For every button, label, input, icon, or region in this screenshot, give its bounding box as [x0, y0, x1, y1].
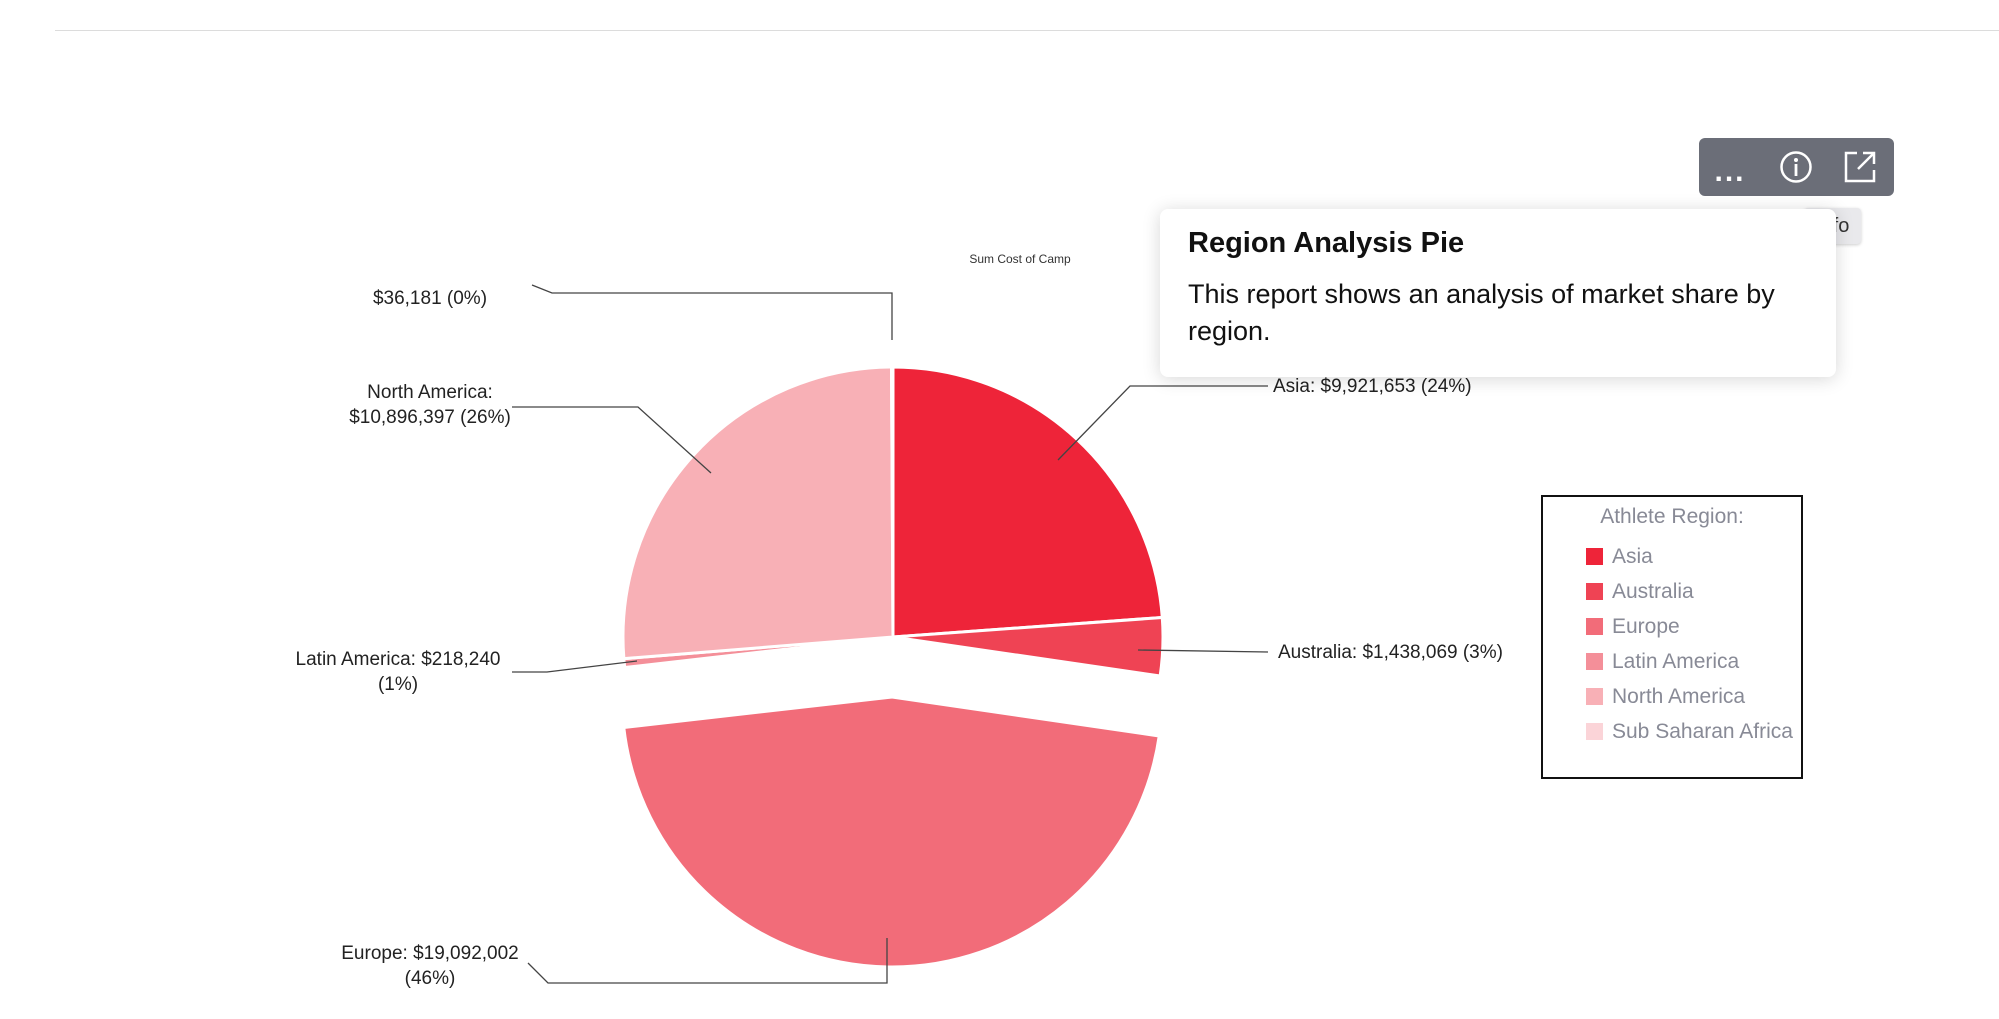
leader-line-australia — [1137, 649, 1269, 653]
info-popover: Region Analysis Pie This report shows an… — [1160, 209, 1836, 377]
info-button[interactable] — [1767, 138, 1825, 196]
more-icon: ... — [1714, 155, 1746, 188]
leader-line-asia — [1057, 385, 1268, 461]
chart-toolbar: ... — [1699, 138, 1894, 196]
legend-item-latin-america[interactable]: Latin America — [1586, 644, 1793, 679]
leader-line-europe — [527, 938, 888, 984]
legend-item-sub-saharan-africa[interactable]: Sub Saharan Africa — [1586, 714, 1793, 749]
open-external-button[interactable] — [1831, 138, 1889, 196]
slice-label-latin-america: Latin America: $218,240 (1%) — [295, 649, 501, 695]
leader-line-sub-saharan-africa — [531, 284, 893, 340]
legend-swatch-sub-saharan-africa — [1586, 723, 1603, 740]
top-divider — [55, 30, 1999, 31]
chart-title: Sum Cost of Camp — [969, 252, 1071, 266]
legend-label: North America — [1612, 684, 1746, 708]
legend-label: Latin America — [1612, 649, 1740, 673]
legend-item-europe[interactable]: Europe — [1586, 609, 1793, 644]
legend-swatch-north-america — [1586, 688, 1603, 705]
pie-slice-north-america[interactable] — [621, 365, 895, 661]
legend-swatch-australia — [1586, 583, 1603, 600]
popover-title: Region Analysis Pie — [1188, 227, 1465, 259]
slice-label-north-america: North America: $10,896,397 (26%) — [349, 382, 511, 428]
chart-legend: Athlete Region: Asia Australia Europe Latin… — [1541, 495, 1803, 779]
legend-label: Asia — [1612, 544, 1653, 568]
leader-line-north-america — [512, 406, 712, 474]
legend-label: Australia — [1612, 579, 1694, 603]
external-link-icon — [1844, 151, 1876, 183]
legend-swatch-asia — [1586, 548, 1603, 565]
legend-item-asia[interactable]: Asia — [1586, 539, 1793, 574]
popover-body: This report shows an analysis of market … — [1188, 279, 1775, 346]
legend-swatch-europe — [1586, 618, 1603, 635]
pie-slice-australia[interactable] — [892, 615, 1165, 678]
info-icon — [1780, 151, 1812, 183]
pie-slice-sub-saharan-africa[interactable] — [890, 365, 895, 638]
legend-title: Athlete Region: — [1600, 505, 1744, 528]
slice-label-europe: Europe: $19,092,002 (46%) — [341, 943, 519, 989]
slice-label-australia: Australia: $1,438,069 (3%) — [1278, 642, 1503, 663]
slice-label-asia: Asia: $9,921,653 (24%) — [1273, 376, 1472, 397]
more-options-button[interactable]: ... — [1701, 138, 1759, 196]
slice-label-sub-saharan-africa: $36,181 (0%) — [372, 288, 488, 309]
legend-label: Europe — [1612, 614, 1680, 638]
legend-items: Asia Australia Europe Latin America North Am… — [1586, 539, 1793, 749]
legend-label: Sub Saharan Africa — [1612, 719, 1793, 743]
legend-swatch-latin-america — [1586, 653, 1603, 670]
pie-slice-europe[interactable] — [622, 695, 1161, 969]
legend-item-australia[interactable]: Australia — [1586, 574, 1793, 609]
legend-item-north-america[interactable]: North America — [1586, 679, 1793, 714]
pie-slice-asia[interactable] — [891, 365, 1164, 639]
leader-line-latin-america — [512, 660, 638, 673]
